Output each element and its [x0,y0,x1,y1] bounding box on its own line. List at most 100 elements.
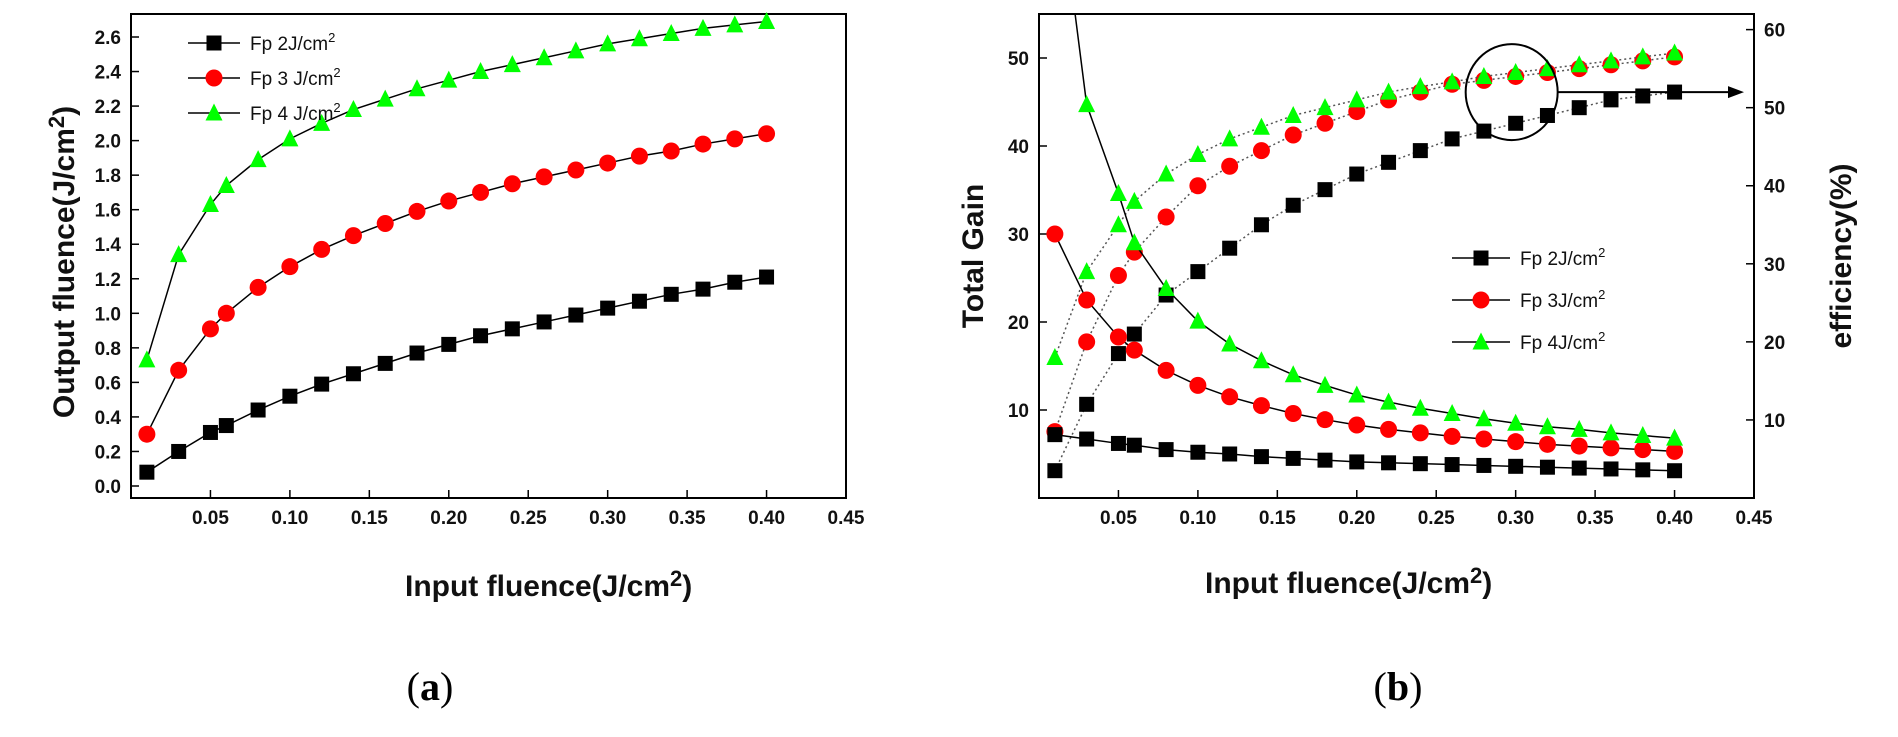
panel-b-gain-point [1443,404,1461,422]
panel-b-gain-point [1046,225,1064,243]
panel-a-y-tick-label: 1.0 [95,304,121,325]
panel-a-data-point [662,142,680,160]
panel-b-efficiency-point [1602,51,1620,69]
panel-a-data-point [170,245,188,263]
panel-a-data-point [473,328,489,344]
panel-b-gain-point [1634,441,1652,459]
panel-a-x-tick-label: 0.35 [669,508,706,529]
panel-a-data-point [567,41,585,59]
panel-b-gain-point [1126,437,1142,453]
panel-b-gain-point [1078,95,1096,113]
panel-a-data-point [218,418,234,434]
panel-b-gain-point [1381,455,1397,471]
panel-b-efficiency-point [1571,100,1587,116]
panel-b-gain-point [1570,419,1588,437]
panel-b-gain-point [1190,444,1206,460]
panel-a-legend-superscript: 2 [333,65,340,80]
panel-a-data-point [345,366,361,382]
panel-a-data-point [138,350,156,368]
panel-a-y-tick-label: 2.0 [95,132,121,153]
panel-a-data-point [759,269,775,285]
panel-a-y-axis-label: Output fluence(J/cm2) [44,106,81,418]
panel-b-gain-point [1666,442,1684,460]
panel-a-y-tick-label: 2.6 [95,28,121,49]
panel-b-chart: 0.05 0.10 0.15 0.20 0.25 0.30 0.35 0.40 0.45 10 2… [957,13,1858,709]
panel-b-efficiency-point [1157,164,1175,182]
panel-b-y2-tick-label: 40 [1764,177,1785,198]
panel-a-data-point [694,18,712,36]
panel-b-x-axis-label: Input fluence(J/cm2) [1205,563,1492,600]
panel-a-data-point [599,154,617,172]
panel-b-efficiency-point [1444,131,1460,147]
panel-b-x-tick-label: 0.20 [1338,508,1375,529]
panel-b-efficiency-line [1054,56,1675,432]
panel-b-gain-point [1571,460,1587,476]
panel-a-data-point [630,147,648,165]
panel-b-y2-tick-label: 50 [1764,99,1785,120]
panel-b-x-tick-label: 0.35 [1577,508,1614,529]
panel-a-y-tick-label: 0.4 [95,408,122,429]
panel-a-data-point [217,176,235,194]
panel-b-gain-point [1411,398,1429,416]
panel-a-data-point [314,376,330,392]
panel-b-series [1046,14,1684,479]
panel-b-efficiency-point [1221,157,1239,175]
panel-a-caption: (a) [407,664,454,709]
panel-b-efficiency-point [1221,129,1239,147]
panel-b-efficiency-point [1078,333,1096,351]
panel-b-efficiency-point [1190,264,1206,280]
panel-a-data-point [694,135,712,153]
panel-a-data-point [171,443,187,459]
panel-a-data-point [170,361,188,379]
panel-b-efficiency-point [1253,217,1269,233]
panel-a-data-point [440,192,458,210]
panel-b-efficiency-point [1317,182,1333,198]
panel-b-efficiency-point [1316,114,1334,132]
panel-b-legend-marker [1472,332,1490,350]
panel-a-data-point [758,11,776,29]
panel-a-data-point [663,286,679,302]
panel-a-data-point [726,15,744,33]
panel-b-gain-point [1316,411,1334,429]
panel-b-efficiency-point [1252,142,1270,160]
panel-b-gain-point [1316,375,1334,393]
panel-b-efficiency-line [1054,91,1675,472]
panel-b-gain-point [1252,351,1270,369]
panel-a-data-point [503,175,521,193]
panel-b-efficiency-point [1634,47,1652,65]
panel-b-gain-point [1222,446,1238,462]
panel-a-x-tick-label: 0.05 [192,508,229,529]
panel-a-data-point [726,130,744,148]
panel-b-gain-point [1602,439,1620,457]
panel-a-data-point [630,29,648,47]
panel-b-gain-point [1444,457,1460,473]
panel-b-gain-point [1110,435,1126,451]
panel-b-efficiency-point [1109,215,1127,233]
panel-a-data-point [202,424,218,440]
panel-a-data-point [472,183,490,201]
panel-b-efficiency-point [1348,90,1366,108]
panel-b-gain-point [1411,424,1429,442]
panel-a-x-tick-label: 0.30 [589,508,626,529]
panel-b-efficiency-point [1507,63,1525,81]
panel-b-gain-point [1157,361,1175,379]
panel-a-data-point [344,100,362,118]
panel-b-gain-point [1666,428,1684,446]
panel-b-efficiency-point [1666,43,1684,61]
panel-b-efficiency-point [1078,262,1096,280]
panel-b-efficiency-point [1284,126,1302,144]
panel-a-y-tick-label: 2.2 [95,97,121,118]
panel-a-data-point [503,55,521,73]
panel-b-gain-point [1538,435,1556,453]
panel-b-gain-point [1412,456,1428,472]
panel-a-data-point [139,464,155,480]
panel-b-efficiency-point [1539,107,1555,123]
panel-b-efficiency-point [1252,117,1270,135]
panel-a-legend-marker [205,69,223,87]
panel-b-efficiency-point [1508,115,1524,131]
panel-b-gain-point [1252,397,1270,415]
panel-b-efficiency-point [1380,82,1398,100]
panel-a-y-tick-label: 0.8 [95,339,121,360]
panel-a-data-point [377,355,393,371]
